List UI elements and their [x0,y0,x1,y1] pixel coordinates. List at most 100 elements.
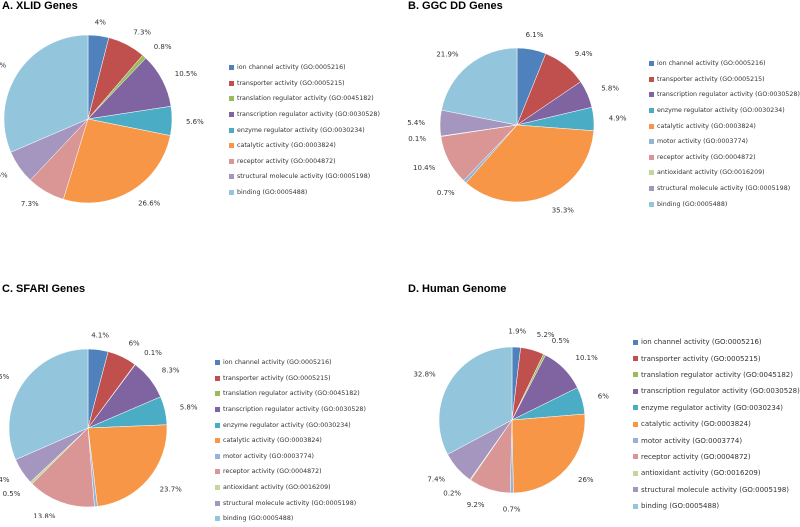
pie-c-data-label: 31.5% [0,373,10,381]
legend-a-item-transporter-activity: transporter activity (GO:0005215) [229,76,380,92]
legend-label: receptor activity (GO:0004872) [641,452,751,461]
pie-d: 1.9% 5.2%0.5% 10.1% 6% 26% 0.7% 9.2% 0.2% 7.4% 32… [413,328,609,514]
legend-label: translation regulator activity (GO:00451… [237,95,374,103]
legend-b-item-transporter-activity: transporter activity (GO:0005215) [649,72,800,88]
pie-a-data-label: 10.5% [175,70,198,78]
legend-swatch [215,469,220,475]
legend-label: binding (GO:0005488) [237,189,308,197]
legend-label: motor activity (GO:0003774) [223,452,314,460]
pie-d-data-label: 5.2% [537,331,555,339]
pie-c-data-label: 0.5% [3,490,21,498]
legend-label: motor activity (GO:0003774) [657,138,748,146]
legend-swatch [649,92,654,98]
pie-b-data-label: 5.8% [601,84,619,92]
legend-b-item-motor-activity: motor activity (GO:0003774) [649,134,800,150]
legend-swatch [633,372,638,378]
pie-a-data-label: 5.6% [186,118,204,126]
legend-label: enzyme regulator activity (GO:0030234) [237,126,365,134]
legend-d-item-translation-regulator-activity: translation regulator activity (GO:00451… [633,367,800,383]
pie-b-data-label: 4.9% [609,114,627,122]
legend-c-item-enzyme-regulator-activity: enzyme regulator activity (GO:0030234) [215,417,366,433]
legend-label: transporter activity (GO:0005215) [641,354,761,363]
legend-label: transcription regulator activity (GO:003… [641,387,800,396]
pie-c-data-label: 23.7% [160,485,183,493]
legend-label: transcription regulator activity (GO:003… [237,111,380,119]
legend-swatch [649,108,654,114]
pie-a-slice-catalytic-activity [63,118,171,204]
legend-label: enzyme regulator activity (GO:0030234) [641,403,784,412]
legend-swatch [649,61,654,67]
legend-swatch [229,65,234,71]
legend-b-item-catalytic-activity: catalytic activity (GO:0003824) [649,118,800,134]
legend-swatch [633,503,638,509]
legend-swatch [215,438,220,444]
pie-d-data-label: 6% [598,393,609,401]
pie-a-data-label: 7.3% [21,200,39,208]
legend-swatch [229,190,234,196]
legend-d-item-structural-molecule-activity: structural molecule activity (GO:0005198… [633,482,800,498]
legend-c-item-binding: binding (GO:0005488) [215,511,366,527]
legend-b-item-enzyme-regulator-activity: enzyme regulator activity (GO:0030234) [649,103,800,119]
pie-d-data-label: 0.7% [503,506,521,514]
legend-c-item-ion-channel-activity: ion channel activity (GO:0005216) [215,355,366,371]
legend-swatch [215,407,220,413]
legend-a-item-enzyme-regulator-activity: enzyme regulator activity (GO:0030234) [229,122,380,138]
pie-d-data-label: 32.8% [413,371,436,379]
legend-swatch [229,96,234,102]
pie-b: 6.1% 9.4% 5.8% 4.9% 35.3% 0.7% 10.4% 0.1% 5.4% 21… [407,31,627,215]
legend-label: receptor activity (GO:0004872) [223,468,322,476]
legend-label: catalytic activity (GO:0003824) [657,122,756,130]
pie-b-data-label: 9.4% [575,50,593,58]
legend-label: transporter activity (GO:0005215) [237,79,345,87]
legend-swatch [215,485,220,491]
pie-c-data-label: 6% [129,340,140,348]
pie-b-data-label: 35.3% [552,207,575,215]
legend-a-item-ion-channel-activity: ion channel activity (GO:0005216) [229,60,380,76]
legend-swatch [649,139,654,145]
chart-title-b: B. GGC DD Genes [408,0,503,12]
legend-label: structural molecule activity (GO:0005198… [237,173,371,181]
legend-b-item-antioxidant-activity: antioxidant activity (GO:0016209) [649,165,800,181]
legend-a-item-binding: binding (GO:0005488) [229,185,380,201]
legend-swatch [633,470,638,476]
legend-swatch [633,388,638,394]
pie-d-data-label: 1.9% [508,328,526,336]
legend-label: binding (GO:0005488) [657,200,728,208]
pie-a-data-label: 31.5% [0,62,6,70]
pie-c-data-label: 4.1% [91,331,109,339]
legend-label: antioxidant activity (GO:0016209) [223,484,331,492]
legend-c-item-translation-regulator-activity: translation regulator activity (GO:00451… [215,386,366,402]
legend-a-item-receptor-activity: receptor activity (GO:0004872) [229,154,380,170]
legend-label: enzyme regulator activity (GO:0030234) [657,107,785,115]
pie-b-data-label: 10.4% [413,164,436,172]
pie-d-data-label: 26% [578,476,594,484]
pie-d-slice-binding [438,346,513,455]
legend-b-item-receptor-activity: receptor activity (GO:0004872) [649,150,800,166]
legend-swatch [215,516,220,522]
chart-title-d: D. Human Genome [408,283,507,295]
legend-swatch [215,375,220,381]
legend-label: structural molecule activity (GO:0005198… [223,499,357,507]
legend-label: receptor activity (GO:0004872) [237,157,336,165]
legend-swatch [229,112,234,118]
pie-c-slice-binding [8,348,89,460]
legend-swatch [649,170,654,176]
legend-swatch [229,80,234,86]
legend-a-item-structural-molecule-activity: structural molecule activity (GO:0005198… [229,169,380,185]
legend-d-item-transcription-regulator-activity: transcription regulator activity (GO:003… [633,383,800,399]
legend-c-item-transporter-activity: transporter activity (GO:0005215) [215,371,366,387]
pie-b-data-label: 21.9% [436,50,459,58]
legend-b-item-binding: binding (GO:0005488) [649,196,800,212]
legend-label: ion channel activity (GO:0005216) [223,359,332,367]
pie-c-data-label: 8.3% [162,366,180,374]
legend-c-item-antioxidant-activity: antioxidant activity (GO:0016209) [215,480,366,496]
pie-a-data-label: 6.5% [0,172,8,180]
legend-swatch [229,174,234,180]
legend-d-item-receptor-activity: receptor activity (GO:0004872) [633,449,800,465]
legend-d-item-transporter-activity: transporter activity (GO:0005215) [633,350,800,366]
pie-c-data-label: 5.4% [0,476,10,484]
legend-c-item-catalytic-activity: catalytic activity (GO:0003824) [215,433,366,449]
legend-swatch [215,422,220,428]
legend-d-item-enzyme-regulator-activity: enzyme regulator activity (GO:0030234) [633,400,800,416]
